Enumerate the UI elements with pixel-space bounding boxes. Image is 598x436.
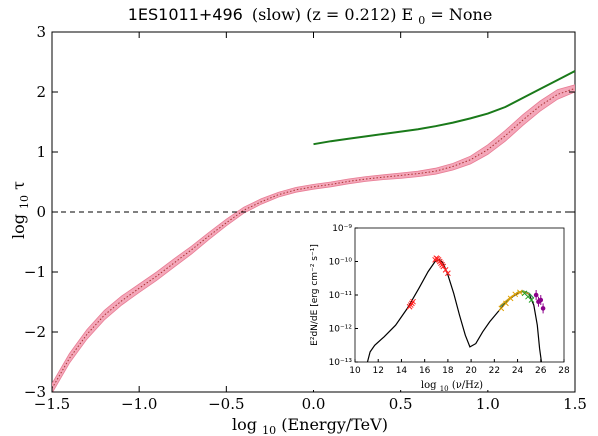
tau-median-line bbox=[52, 87, 575, 389]
sed-point bbox=[410, 298, 416, 305]
x-tick-label: −1.0 bbox=[121, 395, 157, 413]
x-tick-label: −1.5 bbox=[34, 395, 70, 413]
inset-x-tick-label: 28 bbox=[558, 366, 570, 376]
x-tick-label: 0.5 bbox=[389, 395, 413, 413]
sed-point bbox=[538, 297, 544, 303]
inset-x-tick-label: 14 bbox=[396, 366, 408, 376]
tau-lines-layer bbox=[52, 70, 575, 389]
x-tick-label: 1.5 bbox=[563, 395, 587, 413]
sed-point bbox=[442, 267, 449, 273]
inset-x-title-pre: log bbox=[421, 380, 437, 391]
sed-point bbox=[512, 291, 519, 298]
x-axis-title: log 10 (Energy/TeV) bbox=[232, 415, 388, 436]
tau-band-layer bbox=[52, 84, 575, 392]
tau-uncertainty-band bbox=[52, 84, 575, 392]
y-tick-label: −1 bbox=[24, 263, 46, 281]
inset-x-tick-label: 16 bbox=[419, 366, 431, 376]
title-sub: 0 bbox=[418, 14, 425, 27]
inset-x-tick-label: 22 bbox=[489, 366, 500, 376]
inset-x-tick-label: 24 bbox=[512, 366, 524, 376]
y-axis-title: log 10 τ bbox=[9, 181, 32, 239]
x-tick-label: −0.5 bbox=[208, 395, 244, 413]
inset-x-title-sub: 10 bbox=[440, 385, 449, 393]
sed-point bbox=[498, 305, 505, 312]
sed-point bbox=[540, 306, 546, 311]
inset-content-layer bbox=[366, 255, 546, 362]
inset-x-tick-label: 12 bbox=[372, 366, 383, 376]
sed-point bbox=[533, 292, 539, 298]
y-tick-label: 1 bbox=[36, 143, 46, 161]
y-tick-label: 2 bbox=[36, 83, 46, 101]
inset-x-title-post: (ν/Hz) bbox=[452, 380, 483, 391]
title-tail: = None bbox=[430, 5, 492, 24]
sed-point bbox=[507, 295, 514, 302]
inset-y-tick-label: 10⁻¹³ bbox=[329, 358, 353, 368]
chart-title: 1ES1011+496 (slow) (z = 0.212) E 0 = Non… bbox=[128, 5, 493, 28]
x-axis-title-sub: 10 bbox=[262, 424, 276, 436]
inset-y-tick-label: 10⁻¹¹ bbox=[329, 291, 353, 301]
title-rest: (slow) (z = 0.212) E bbox=[252, 5, 413, 24]
y-tick-label: −3 bbox=[24, 383, 46, 401]
tau-green-line bbox=[313, 70, 575, 146]
sed-point bbox=[445, 270, 451, 277]
x-axis-title-post: (Energy/TeV) bbox=[281, 415, 388, 434]
inset-x-tick-label: 10 bbox=[349, 366, 361, 376]
y-tick-label: 0 bbox=[36, 203, 46, 221]
y-axis-title-sub: 10 bbox=[18, 195, 31, 209]
inset-x-axis-title: log 10 (ν/Hz) bbox=[421, 380, 483, 394]
sed-point bbox=[517, 289, 523, 296]
inset-background bbox=[292, 218, 572, 390]
inset-y-tick-label: 10⁻¹² bbox=[329, 325, 353, 335]
y-axis-title-post: τ bbox=[9, 181, 28, 190]
inset-ticks-layer: 10 12 14 16 18 20 22 24 26 28 10⁻¹³ 10⁻¹² 10⁻¹¹ 10⁻¹⁰… bbox=[329, 224, 570, 376]
y-axis-title-pre: log bbox=[9, 214, 28, 239]
y-tick-label: 3 bbox=[36, 23, 46, 41]
sed-point bbox=[503, 300, 509, 307]
x-tick-label: 1.0 bbox=[476, 395, 500, 413]
title-source: 1ES1011+496 bbox=[128, 5, 243, 24]
inset-y-tick-label: 10⁻⁹ bbox=[332, 224, 352, 234]
inset-x-tick-label: 20 bbox=[465, 366, 477, 376]
inset-x-tick-label: 26 bbox=[535, 366, 547, 376]
inset-sed-plot: 10 12 14 16 18 20 22 24 26 28 10⁻¹³ 10⁻¹² 10⁻¹¹ 10⁻¹⁰… bbox=[292, 218, 572, 394]
sed-point bbox=[528, 297, 535, 303]
inset-y-axis-title: E²dN/dE [erg cm⁻² s⁻¹] bbox=[310, 244, 320, 346]
y-tick-label: −2 bbox=[24, 323, 46, 341]
x-axis-title-pre: log bbox=[232, 415, 257, 434]
x-tick-label: 0.0 bbox=[302, 395, 326, 413]
inset-x-tick-label: 18 bbox=[442, 366, 454, 376]
sed-point bbox=[440, 263, 447, 270]
inset-y-tick-label: 10⁻¹⁰ bbox=[329, 258, 353, 268]
